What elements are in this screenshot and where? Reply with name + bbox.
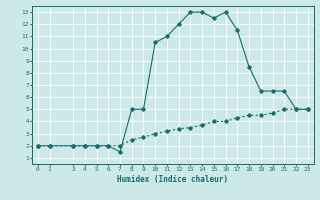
X-axis label: Humidex (Indice chaleur): Humidex (Indice chaleur) [117, 175, 228, 184]
